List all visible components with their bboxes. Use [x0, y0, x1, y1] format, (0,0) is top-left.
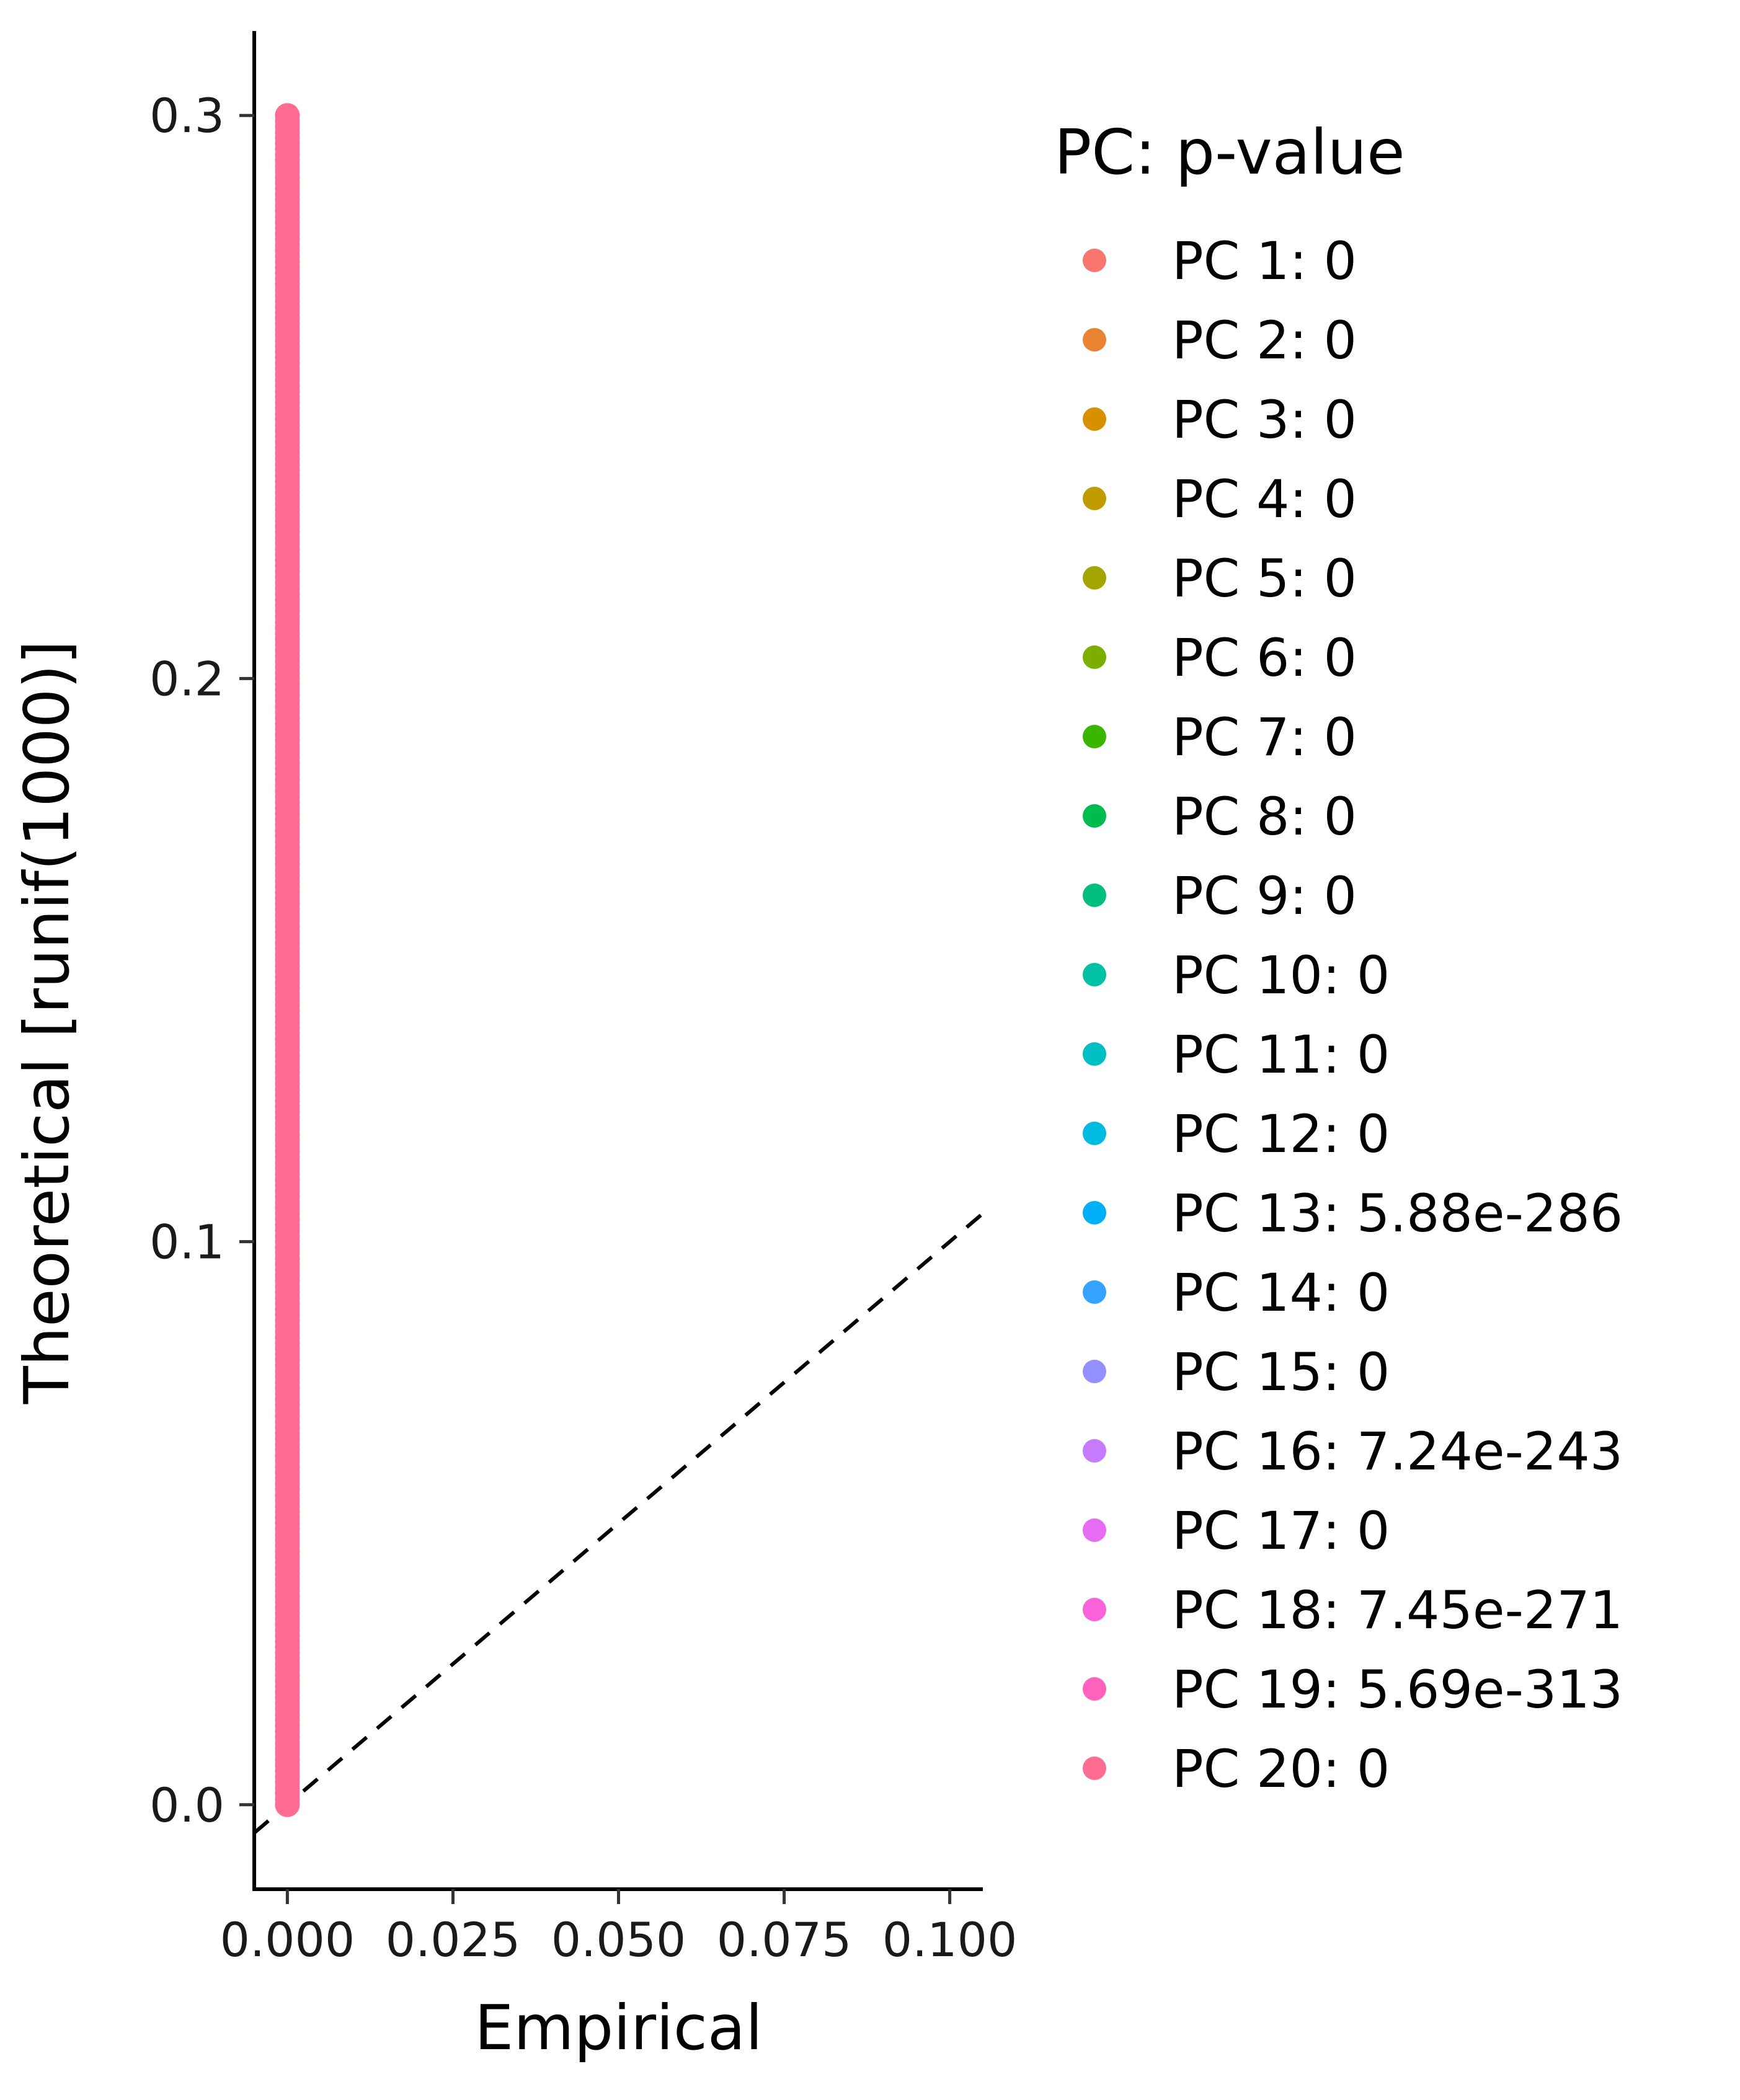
- legend-key: [1083, 566, 1106, 590]
- data-point: [275, 103, 300, 128]
- legend-label: PC 5: 0: [1172, 548, 1357, 609]
- reference-line: [253, 1212, 984, 1835]
- axes: [252, 31, 983, 1891]
- legend-label: PC 4: 0: [1172, 469, 1357, 529]
- legend-key: [1083, 1122, 1106, 1145]
- legend-key: [1083, 963, 1106, 986]
- legend-label: PC 11: 0: [1172, 1024, 1390, 1085]
- legend-label: PC 19: 5.69e-313: [1172, 1659, 1623, 1720]
- legend-key: [1083, 1360, 1106, 1383]
- ticks: 0.000 0.025 0.050 0.075 0.100 0.0 0.1 0.2 0.3: [149, 88, 1017, 1967]
- legend-key: [1083, 1280, 1106, 1304]
- legend-label: PC 20: 0: [1172, 1739, 1390, 1799]
- legend-key: [1083, 1598, 1106, 1621]
- x-tick-label: 0.025: [386, 1912, 521, 1967]
- legend-label: PC 1: 0: [1172, 231, 1357, 291]
- legend-key: [1083, 487, 1106, 510]
- legend-label: PC 7: 0: [1172, 707, 1357, 768]
- legend-key: [1083, 804, 1106, 828]
- y-tick-label: 0.3: [149, 88, 224, 143]
- legend-label: PC 8: 0: [1172, 786, 1357, 847]
- legend-label: PC 9: 0: [1172, 866, 1357, 926]
- legend-label: PC 13: 5.88e-286: [1172, 1183, 1623, 1244]
- legend-key: [1083, 249, 1106, 272]
- legend-key: [1083, 407, 1106, 431]
- x-axis-title: Empirical: [474, 1991, 763, 2064]
- legend-key: [1083, 328, 1106, 352]
- legend-label: PC 6: 0: [1172, 627, 1357, 688]
- legend-key: [1083, 884, 1106, 907]
- legend-label: PC 2: 0: [1172, 310, 1357, 371]
- legend-label: PC 15: 0: [1172, 1342, 1390, 1402]
- legend-key: [1083, 1757, 1106, 1780]
- y-axis-title: Theoretical [runif(1000)]: [11, 640, 83, 1405]
- legend-key: [1083, 1518, 1106, 1542]
- x-tick-label: 0.000: [220, 1912, 355, 1967]
- legend: PC: p-value PC 1: 0 PC 2: 0 PC 3: 0 PC 4: 0…: [1054, 116, 1623, 1799]
- legend-label: PC 18: 7.45e-271: [1172, 1580, 1623, 1641]
- legend-title: PC: p-value: [1054, 116, 1405, 188]
- y-tick-label: 0.0: [149, 1778, 224, 1833]
- legend-label: PC 12: 0: [1172, 1104, 1390, 1164]
- legend-key: [1083, 1201, 1106, 1225]
- y-tick-label: 0.2: [149, 651, 224, 706]
- legend-label: PC 3: 0: [1172, 389, 1357, 450]
- legend-key: [1083, 645, 1106, 669]
- legend-label: PC 17: 0: [1172, 1500, 1390, 1561]
- x-tick-label: 0.100: [882, 1912, 1018, 1967]
- legend-key: [1083, 725, 1106, 748]
- plot-area: [253, 103, 984, 1835]
- x-tick-label: 0.075: [717, 1912, 852, 1967]
- legend-key: [1083, 1439, 1106, 1463]
- legend-label: PC 16: 7.24e-243: [1172, 1421, 1623, 1482]
- legend-label: PC 10: 0: [1172, 945, 1390, 1006]
- legend-key: [1083, 1042, 1106, 1066]
- legend-label: PC 14: 0: [1172, 1262, 1390, 1323]
- y-tick-label: 0.1: [149, 1215, 224, 1270]
- x-tick-label: 0.050: [551, 1912, 686, 1967]
- legend-key: [1083, 1677, 1106, 1701]
